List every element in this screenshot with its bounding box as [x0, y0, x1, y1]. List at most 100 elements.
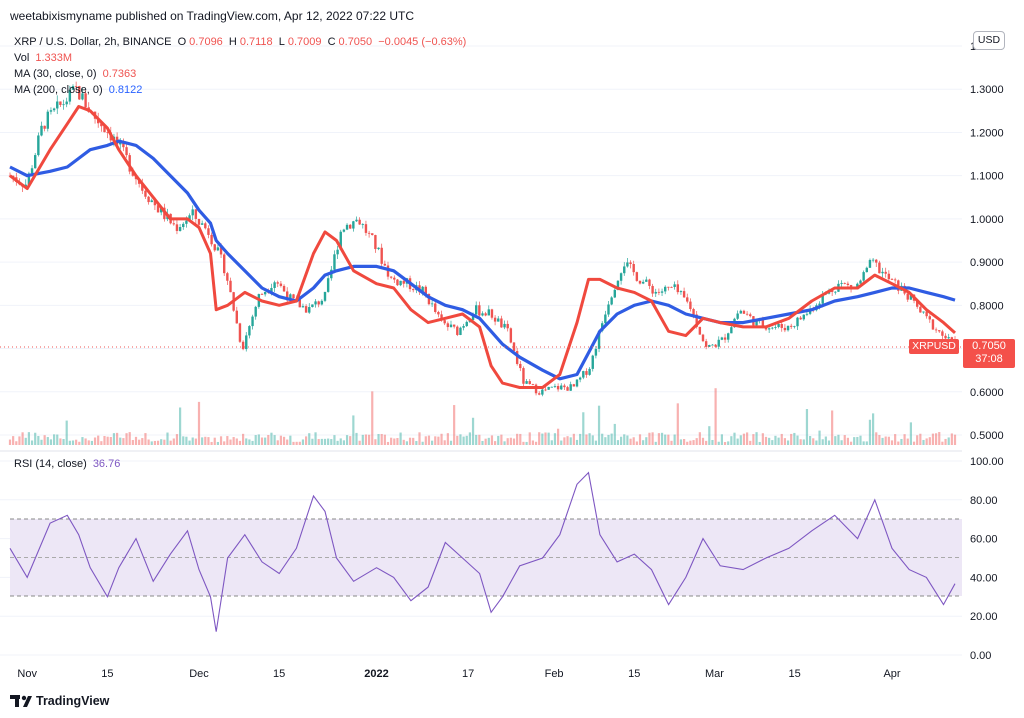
volume-bar — [197, 401, 201, 445]
ma200-value: 0.8122 — [108, 84, 143, 96]
symbol-name: XRP / U.S. Dollar, 2h, BINANCE — [14, 36, 172, 48]
volume-bar — [597, 405, 601, 445]
candle-body — [944, 335, 947, 339]
price-tick-label: 1.3000 — [970, 84, 1004, 96]
candle-body — [727, 333, 730, 340]
candle-body — [654, 291, 657, 294]
candle-body — [182, 223, 185, 228]
volume-bar — [670, 440, 673, 445]
candle-body — [150, 200, 153, 203]
candle-body — [695, 314, 698, 327]
volume-bar — [345, 435, 349, 445]
candle-body — [626, 262, 629, 267]
currency-badge[interactable]: USD — [973, 31, 1005, 50]
candle-body — [191, 209, 194, 216]
candle-body — [119, 141, 122, 145]
volume-bar — [292, 441, 295, 445]
candle-body — [871, 259, 875, 261]
symbol-price-tag: XRPUSD — [909, 339, 959, 354]
candle-body — [484, 313, 487, 316]
candle-body — [512, 342, 516, 352]
volume-bar — [500, 434, 503, 445]
volume-bar — [327, 438, 330, 445]
candle-body — [780, 323, 783, 328]
candle-body — [197, 218, 201, 225]
volume-bar — [720, 434, 723, 445]
volume-bar — [736, 438, 739, 445]
volume-bar — [317, 439, 320, 445]
candle-body — [623, 266, 626, 274]
volume-bar — [270, 432, 273, 445]
symbol-legend: XRP / U.S. Dollar, 2h, BINANCE O 0.7096 H… — [14, 36, 469, 48]
volume-bar — [443, 440, 446, 445]
candle-body — [106, 132, 109, 133]
volume-bar — [777, 437, 780, 445]
candle-body — [528, 381, 531, 385]
candle-body — [645, 279, 648, 282]
volume-bar — [352, 415, 355, 445]
candle-body — [125, 147, 128, 156]
volume-bar — [232, 437, 235, 445]
volume-bar — [46, 437, 49, 445]
volume-bar — [279, 435, 282, 445]
price-candles — [8, 81, 957, 397]
tradingview-logo[interactable]: TradingView — [10, 694, 109, 708]
volume-bar — [156, 440, 160, 445]
volume-bar — [18, 436, 21, 445]
volume-bar — [651, 432, 654, 445]
volume-bar — [418, 432, 421, 445]
volume-bar — [947, 437, 950, 445]
volume-bar — [405, 441, 408, 445]
volume-bar — [286, 439, 289, 445]
candle-body — [456, 326, 459, 335]
candle-body — [84, 93, 87, 108]
candle-body — [383, 263, 387, 266]
volume-bar — [547, 432, 550, 445]
candle-body — [777, 323, 780, 328]
volume-bar — [8, 439, 12, 445]
volume-bar — [774, 435, 777, 445]
volume-bar — [922, 439, 925, 445]
volume-value: 1.333M — [35, 52, 73, 64]
volume-bar — [566, 436, 569, 445]
volume-bar — [768, 437, 771, 445]
volume-bar — [396, 438, 399, 445]
volume-bar — [837, 434, 840, 445]
volume-bar — [846, 437, 849, 445]
volume-bar — [676, 403, 679, 445]
candle-body — [103, 126, 106, 133]
volume-bar — [607, 434, 610, 445]
volume-bar — [604, 437, 607, 445]
candle-body — [273, 282, 276, 288]
ma200-legend: MA (200, close, 0) 0.8122 — [14, 84, 145, 96]
volume-bar — [642, 440, 645, 445]
high-label: H — [228, 36, 237, 48]
volume-bar — [138, 439, 141, 445]
volume-bar — [591, 435, 594, 445]
candle-body — [588, 368, 591, 375]
volume-bar — [339, 438, 342, 445]
volume-bar — [210, 441, 213, 445]
volume-bar — [494, 441, 497, 445]
volume-bar — [380, 433, 383, 445]
volume-bar — [714, 388, 717, 445]
candle-body — [742, 310, 746, 314]
volume-bar — [881, 437, 884, 445]
volume-bar — [424, 436, 427, 445]
candle-body — [805, 313, 809, 315]
volume-bar — [683, 438, 686, 445]
volume-bar — [84, 438, 87, 445]
candle-body — [399, 280, 402, 286]
volume-bar — [695, 438, 698, 445]
volume-bar — [805, 409, 809, 445]
volume-bar — [919, 433, 922, 445]
volume-bar — [34, 432, 37, 445]
volume-bar — [78, 441, 81, 445]
candle-body — [213, 244, 216, 251]
candle-body — [449, 324, 453, 328]
candle-body — [865, 267, 868, 273]
candle-body — [424, 286, 427, 294]
volume-bar — [868, 419, 872, 445]
candle-body — [430, 303, 434, 305]
